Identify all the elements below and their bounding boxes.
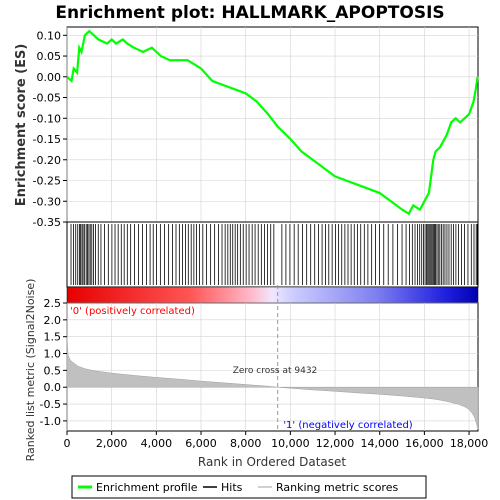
legend-label-metric: Ranking metric scores [276,481,398,494]
x-tick-label: 18,000 [450,437,489,450]
x-tick-label: 12,000 [316,437,355,450]
metric-y-tick-label: -0.5 [40,398,61,411]
x-tick-label: 10,000 [271,437,310,450]
es-y-tick-label: -0.30 [33,195,61,208]
ranking-metric-area [66,336,479,430]
es-panel-frame [66,26,479,223]
neg-corr-label: '1' (negatively correlated) [283,420,412,431]
legend-frame [71,475,427,499]
x-tick-label: 6,000 [185,437,217,450]
es-y-tick-label: -0.35 [33,216,61,229]
metric-y-tick-label: 2.0 [44,314,62,327]
legend-label-hits: Hits [221,481,243,494]
metric-y-label: Ranked list metric (Signal2Noise) [24,279,37,462]
x-axis-label: Rank in Ordered Dataset [198,455,346,469]
hits-markers [70,224,478,285]
x-tick-label: 0 [64,437,71,450]
es-y-label: Enrichment score (ES) [14,44,29,207]
x-tick-label: 4,000 [141,437,173,450]
es-y-tick-label: -0.15 [33,133,61,146]
metric-y-tick-label: 0.5 [44,364,62,377]
es-y-tick-label: -0.05 [33,92,61,105]
es-y-tick-label: -0.20 [33,154,61,167]
x-tick-label: 16,000 [405,437,444,450]
plot-title: Enrichment plot: HALLMARK_APOPTOSIS [55,3,444,23]
es-y-axis: 0.10 0.05 0.00 -0.05 -0.10 -0.15 -0.20 -0.25 -0.… [33,29,67,229]
legend: Enrichment profile Hits Ranking metric s… [71,475,427,499]
x-tick-label: 14,000 [360,437,399,450]
metric-y-tick-label: 2.5 [44,297,62,310]
x-tick-label: 8,000 [230,437,262,450]
es-y-tick-label: 0.05 [37,50,62,63]
metric-y-tick-label: 1.5 [44,331,62,344]
zero-cross-label: Zero cross at 9432 [233,366,318,376]
metric-y-tick-label: -1.0 [40,415,61,428]
hits-panel-frame [66,221,479,288]
es-y-tick-label: 0.10 [37,29,62,42]
metric-y-axis: 2.5 2.0 1.5 1.0 0.5 0.0 -0.5 -1.0 [40,297,67,428]
es-y-tick-label: -0.10 [33,112,61,125]
rank-color-bar [66,286,479,304]
es-profile-line [66,29,479,216]
es-y-tick-label: -0.25 [33,175,61,188]
x-axis: 0 2,000 4,000 6,000 8,000 10,000 12,000 14,000 1… [64,431,489,450]
metric-y-tick-label: 1.0 [44,348,62,361]
metric-area [66,336,479,430]
es-y-tick-label: 0.00 [37,71,62,84]
es-profile [66,29,479,216]
x-tick-label: 2,000 [96,437,128,450]
metric-panel-frame [66,302,479,432]
pos-corr-label: '0' (positively correlated) [70,306,195,317]
legend-label-es: Enrichment profile [96,481,198,494]
metric-y-tick-label: 0.0 [44,381,62,394]
